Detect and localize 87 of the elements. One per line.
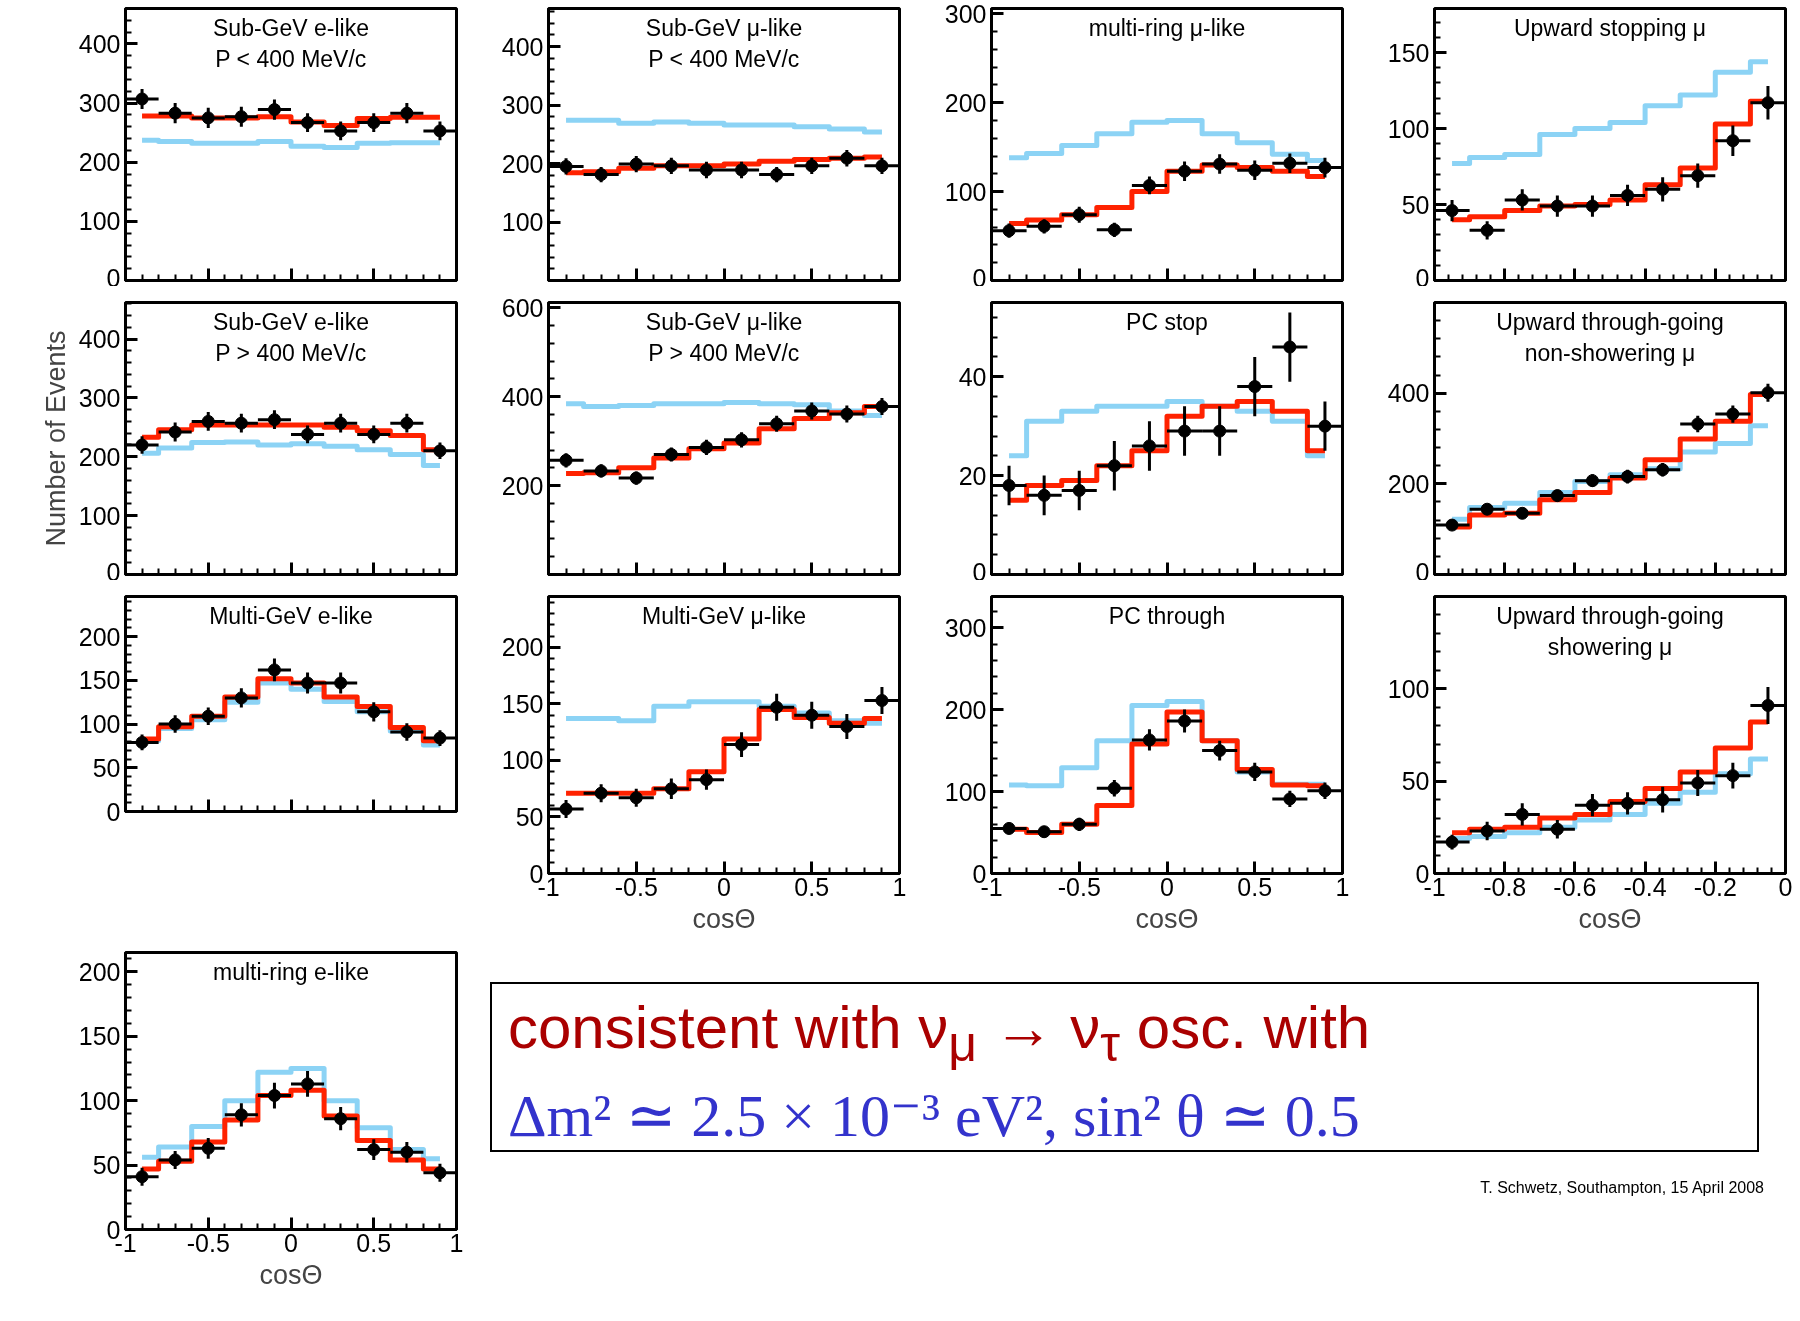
x-tick-label: 1: [449, 1228, 464, 1257]
y-tick-label: 50: [92, 1151, 121, 1180]
y-tick-label: 100: [501, 208, 544, 237]
chart-title: multi-ring μ-like: [1088, 14, 1246, 41]
y-tick-label: 400: [1387, 379, 1430, 408]
chart-title: multi-ring e-like: [213, 958, 369, 985]
y-axis-title: Number of Events: [40, 330, 71, 547]
x-axis-title: cosΘ: [692, 903, 756, 934]
text: Sub-GeV e-like P > 400 MeV/c: [213, 308, 369, 366]
x-tick-label: -0.5: [1057, 872, 1101, 901]
x-tick-label: -0.5: [614, 872, 658, 901]
x-tick-label: 0.5: [794, 872, 830, 901]
y-tick-label: 150: [501, 689, 544, 718]
y-tick-label: 200: [78, 957, 121, 986]
y-tick-label: 100: [1387, 114, 1430, 143]
chart-title: Multi-GeV e-like: [209, 602, 373, 629]
y-tick-label: 400: [501, 382, 544, 411]
y-tick-label: 150: [78, 1022, 121, 1051]
text: T. Schwetz, Southampton, 15 April 2008: [1480, 1178, 1764, 1198]
text: Sub-GeV μ-like P > 400 MeV/c: [645, 308, 803, 366]
y-tick-label: 400: [78, 29, 121, 58]
y-tick-label: 100: [501, 746, 544, 775]
y-tick-label: 100: [1387, 674, 1430, 703]
x-tick-label: -0.5: [186, 1228, 230, 1257]
y-tick-label: 100: [78, 710, 121, 739]
y-tick-label: 150: [78, 666, 121, 695]
y-tick-label: 50: [92, 753, 121, 782]
y-tick-label: 600: [501, 293, 544, 322]
x-axis-title: cosΘ: [259, 1259, 323, 1290]
x-tick-label: 0: [284, 1228, 298, 1257]
y-tick-label: 50: [1401, 190, 1430, 219]
x-tick-label: 1: [1335, 872, 1350, 901]
x-tick-label: 0: [1778, 872, 1793, 901]
x-tick-label: 0: [1160, 872, 1174, 901]
y-tick-label: 0: [972, 557, 987, 586]
y-tick-label: 200: [944, 695, 987, 724]
y-tick-label: 100: [78, 207, 121, 236]
text: Sub-GeV μ-like P < 400 MeV/c: [645, 14, 803, 72]
x-tick-label: 0.5: [1237, 872, 1273, 901]
y-tick-label: 300: [501, 91, 544, 120]
y-tick-label: 0: [1415, 263, 1430, 292]
y-tick-label: 300: [78, 383, 121, 412]
y-tick-label: 20: [958, 461, 987, 490]
y-tick-label: 40: [958, 362, 987, 391]
text: Sub-GeV e-like P < 400 MeV/c: [213, 14, 369, 72]
chart-title: Upward stopping μ: [1513, 14, 1707, 41]
x-axis-title: cosΘ: [1578, 903, 1642, 934]
y-tick-label: 200: [78, 622, 121, 651]
y-tick-label: 50: [515, 802, 544, 831]
y-tick-label: 100: [944, 777, 987, 806]
x-tick-label: -0.4: [1623, 872, 1667, 901]
y-tick-label: 0: [1415, 557, 1430, 586]
x-tick-label: 0: [717, 872, 731, 901]
text: consistent with ν$_{μ}$ → ν$_{τ}$ osc. with: [508, 993, 1371, 1074]
x-tick-label: 1: [892, 872, 907, 901]
y-tick-label: 200: [944, 88, 987, 117]
y-tick-label: 200: [501, 149, 544, 178]
y-tick-label: 200: [78, 148, 121, 177]
x-tick-label: -0.2: [1693, 872, 1737, 901]
x-axis-title: cosΘ: [1135, 903, 1199, 934]
y-tick-label: 50: [1401, 767, 1430, 796]
y-tick-label: 0: [972, 263, 987, 292]
text: Upward through-going showering μ: [1496, 602, 1724, 660]
y-tick-label: 200: [78, 442, 121, 471]
y-tick-label: 100: [78, 501, 121, 530]
chart-title: PC through: [1108, 602, 1226, 629]
text: Δm² ≃ 2.5 × 10⁻³ eV², sin² θ ≃ 0.5: [508, 1082, 1361, 1151]
y-tick-label: 300: [944, 0, 987, 28]
y-tick-label: 0: [106, 263, 121, 292]
y-tick-label: 100: [944, 177, 987, 206]
text: Upward through-going non-showering μ: [1496, 308, 1724, 366]
y-tick-label: 0: [106, 557, 121, 586]
y-tick-label: 200: [501, 471, 544, 500]
chart-title: PC stop: [1126, 308, 1208, 335]
x-tick-label: -0.8: [1483, 872, 1527, 901]
y-tick-label: 100: [78, 1086, 121, 1115]
y-tick-label: 400: [501, 32, 544, 61]
y-tick-label: 300: [78, 89, 121, 118]
y-tick-label: 200: [501, 633, 544, 662]
x-tick-label: 0.5: [356, 1228, 392, 1257]
y-tick-label: 150: [1387, 38, 1430, 67]
y-tick-label: 300: [944, 613, 987, 642]
y-tick-label: 0: [106, 797, 121, 826]
y-tick-label: 200: [1387, 469, 1430, 498]
y-tick-label: 400: [78, 325, 121, 353]
x-tick-label: -0.6: [1553, 872, 1597, 901]
chart-title: Multi-GeV μ-like: [641, 602, 807, 629]
